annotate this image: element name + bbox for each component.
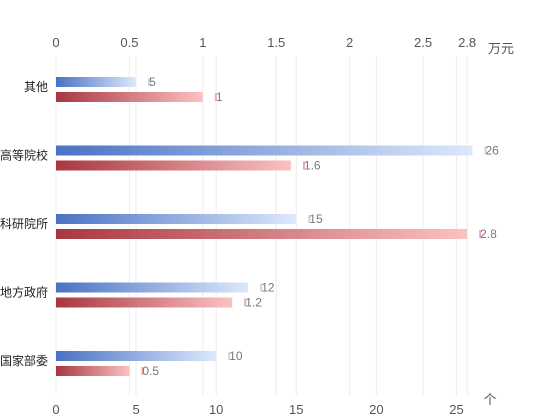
bar-marker-count-cat0 bbox=[148, 78, 151, 86]
data-label-amount-cat0: 1 bbox=[216, 90, 223, 104]
category-label-cat2: 科研院所 bbox=[0, 217, 48, 231]
grid-lines bbox=[55, 56, 468, 395]
x-top-tick-2-8: 2.8 bbox=[458, 35, 476, 50]
x-top-tick-1: 1 bbox=[199, 35, 206, 50]
x-top-unit: 万元 bbox=[488, 41, 514, 56]
x-top-tick-2: 2 bbox=[346, 35, 353, 50]
data-label-count-cat4: 10 bbox=[229, 349, 243, 363]
bar-amount-cat4 bbox=[56, 366, 130, 376]
x-top-tick-0: 0 bbox=[52, 35, 59, 50]
x-bottom-tick-10: 10 bbox=[209, 402, 223, 417]
bar-marker-count-cat2 bbox=[308, 215, 311, 223]
bar-count-cat2 bbox=[56, 214, 297, 224]
bar-amount-cat2 bbox=[56, 229, 468, 239]
x-top-tick-1-5: 1.5 bbox=[267, 35, 285, 50]
bar-count-cat0 bbox=[56, 77, 137, 87]
bar-count-cat4 bbox=[56, 351, 217, 361]
data-label-count-cat3: 12 bbox=[261, 281, 275, 295]
data-label-amount-cat2: 2.8 bbox=[480, 227, 497, 241]
bar-marker-count-cat1 bbox=[484, 146, 487, 155]
bar-marker-count-cat4 bbox=[228, 352, 231, 360]
bar-marker-count-cat3 bbox=[260, 283, 263, 292]
category-label-cat4: 国家部委 bbox=[0, 353, 48, 368]
x-bottom-tick-5: 5 bbox=[132, 402, 139, 417]
bar-marker-amount-cat0 bbox=[214, 93, 217, 101]
bar-marker-amount-cat3 bbox=[244, 298, 247, 307]
category-label-cat0: 其他 bbox=[24, 80, 48, 94]
category-label-cat1: 高等院校 bbox=[0, 148, 48, 163]
bar-count-cat1 bbox=[56, 145, 473, 156]
bar-marker-amount-cat2 bbox=[479, 230, 482, 238]
data-label-amount-cat4: 0.5 bbox=[142, 364, 159, 378]
bar-amount-cat1 bbox=[56, 160, 291, 171]
x-top-tick-2-5: 2.5 bbox=[414, 35, 432, 50]
x-bottom-tick-20: 20 bbox=[369, 402, 383, 417]
bars bbox=[56, 77, 487, 376]
x-bottom-tick-0: 0 bbox=[52, 402, 59, 417]
x-bottom-unit: 个 bbox=[483, 392, 496, 407]
data-label-count-cat0: 5 bbox=[149, 75, 156, 89]
x-bottom-tick-25: 25 bbox=[449, 402, 463, 417]
x-bottom-tick-15: 15 bbox=[289, 402, 303, 417]
data-label-count-cat1: 26 bbox=[485, 144, 499, 158]
bar-marker-amount-cat1 bbox=[302, 161, 305, 170]
x-top-tick-0-5: 0.5 bbox=[120, 35, 138, 50]
bar-marker-amount-cat4 bbox=[141, 367, 144, 375]
data-label-amount-cat1: 1.6 bbox=[304, 159, 321, 173]
data-label-count-cat2: 15 bbox=[309, 212, 323, 226]
bar-amount-cat0 bbox=[56, 92, 203, 102]
data-label-amount-cat3: 1.2 bbox=[245, 296, 262, 310]
category-label-cat3: 地方政府 bbox=[0, 285, 48, 300]
bar-amount-cat3 bbox=[56, 297, 233, 308]
labels: 0 5 10 15 20 25 0 0.5 1 1.5 2 2.5 2.8 万元个 其他 5 1 高等院校 26 1.… bbox=[0, 35, 514, 417]
bar-count-cat3 bbox=[56, 282, 249, 293]
